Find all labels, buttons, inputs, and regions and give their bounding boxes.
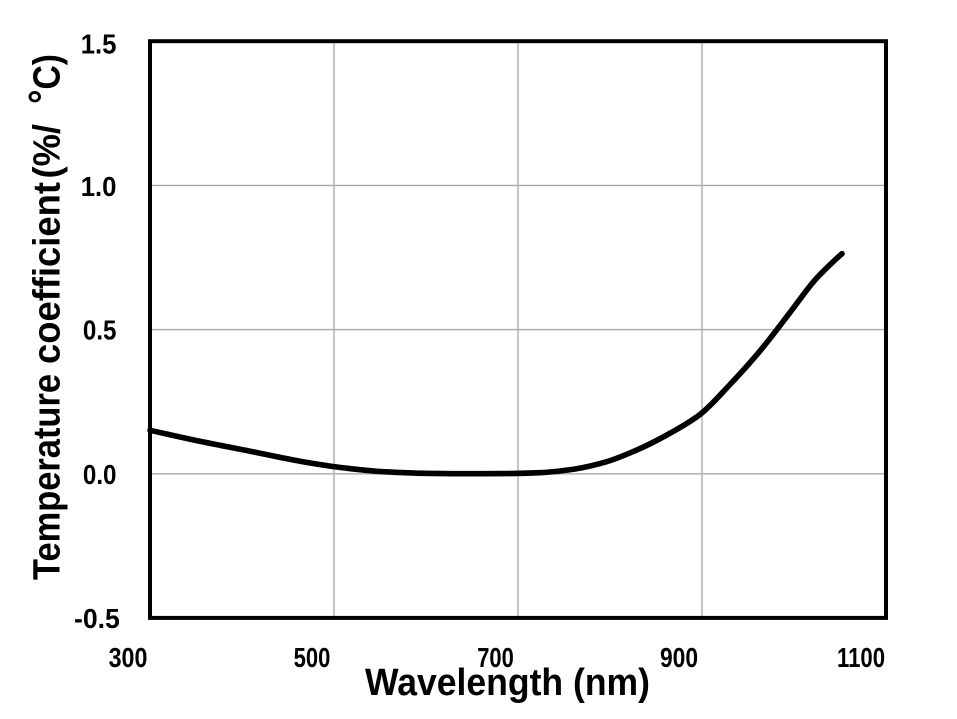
svg-text:500: 500 [294,642,331,673]
svg-text:coefficient: coefficient [27,182,69,364]
svg-text:-0.5: -0.5 [74,603,120,634]
svg-text:900: 900 [660,642,698,673]
svg-text:300: 300 [109,642,148,673]
svg-text:1100: 1100 [837,642,885,673]
svg-text:Temperature: Temperature [27,374,69,580]
svg-text:(%/: (%/ [27,124,69,179]
svg-text:°C): °C) [20,54,69,104]
svg-text:1.0: 1.0 [81,171,117,202]
svg-text:1.5: 1.5 [81,28,117,59]
svg-text:0.0: 0.0 [83,459,117,490]
svg-text:Wavelength (nm): Wavelength (nm) [365,662,650,704]
svg-text:700: 700 [477,642,514,673]
svg-text:0.5: 0.5 [83,315,117,346]
